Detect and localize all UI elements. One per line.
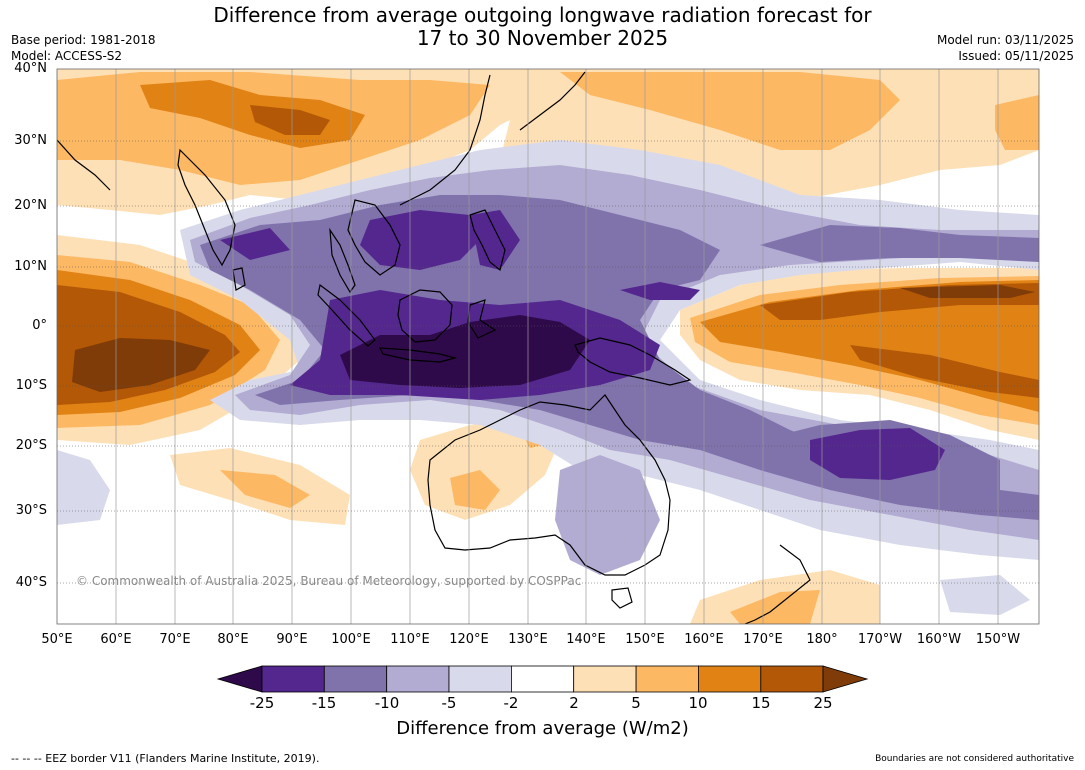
colorbar-tick: 25 xyxy=(813,694,833,712)
sumatra-coastline xyxy=(317,283,376,347)
colorbar-tick: -10 xyxy=(374,694,400,712)
lon-label-150w: 150°W xyxy=(975,632,1021,647)
colorbar-tick: 10 xyxy=(688,694,708,712)
anomaly-map xyxy=(56,68,1040,693)
copyright-notice: © Commonwealth of Australia 2025, Bureau… xyxy=(76,574,582,588)
colorbar-box-3 xyxy=(386,665,450,693)
lat-label-30n: 30°N xyxy=(14,133,47,148)
negative-anomaly-western-pacific-patch xyxy=(620,282,700,300)
colorbar-tick: 15 xyxy=(751,694,771,712)
lat-label-20n: 20°N xyxy=(14,198,47,213)
colorbar-box-2 xyxy=(323,665,388,693)
lon-label-90e: 90°E xyxy=(276,632,308,647)
anomaly-field xyxy=(57,69,1039,624)
colorbar xyxy=(216,665,869,693)
lat-label-0: 0° xyxy=(32,318,47,333)
colorbar-box-4 xyxy=(448,665,512,693)
arabia-coastline xyxy=(57,139,111,191)
colorbar-tick: -2 xyxy=(503,694,519,712)
japan-coastline xyxy=(519,71,586,131)
lon-label-80e: 80°E xyxy=(217,632,249,647)
colorbar-tick: 2 xyxy=(569,694,579,712)
colorbar-label: Difference from average (W/m2) xyxy=(396,718,689,739)
base-period: Base period: 1981-2018 xyxy=(11,33,156,47)
lon-label-120e: 120°E xyxy=(449,632,489,647)
new-zealand-coastline xyxy=(744,544,811,624)
colorbar-tick: -25 xyxy=(249,694,275,712)
lat-label-10n: 10°N xyxy=(14,259,47,274)
lat-label-20s: 20°S xyxy=(15,438,47,453)
tasmania-coastline xyxy=(611,587,633,609)
negative-anomaly-maritime-continent-extreme xyxy=(340,315,590,388)
lon-label-170w: 170°W xyxy=(857,632,903,647)
positive-anomaly-indian-ocean-extreme xyxy=(72,338,210,392)
boundaries-disclaimer: Boundaries are not considered authoritat… xyxy=(875,754,1074,764)
east-asia-coastline xyxy=(399,74,491,206)
positive-anomaly-south-indian-mid xyxy=(220,470,310,508)
malay-peninsula-coastline xyxy=(329,227,356,294)
colorbar-box-1 xyxy=(261,665,325,693)
colorbar-box-9 xyxy=(760,665,824,693)
colorbar-tick: -15 xyxy=(311,694,337,712)
lon-label-140e: 140°E xyxy=(566,632,606,647)
colorbar-extend-low xyxy=(216,665,263,693)
map-frame xyxy=(56,68,1040,625)
positive-anomaly-australia-mid xyxy=(450,470,500,510)
lon-label-160e: 160°E xyxy=(684,632,724,647)
sri-lanka-coastline xyxy=(232,267,246,291)
lon-label-160w: 160°W xyxy=(916,632,962,647)
positive-anomaly-new-zealand-mid xyxy=(730,590,820,624)
title-line-2: 17 to 30 November 2025 xyxy=(416,26,669,50)
borneo-coastline xyxy=(397,289,453,343)
philippines-coastline xyxy=(469,209,506,272)
title-line-1: Difference from average outgoing longwav… xyxy=(213,3,872,27)
lon-label-50e: 50°E xyxy=(41,632,73,647)
lon-label-100e: 100°E xyxy=(331,632,371,647)
lon-label-60e: 60°E xyxy=(100,632,132,647)
sulawesi-coastline xyxy=(467,299,497,339)
india-coastline xyxy=(177,148,236,267)
colorbar-box-8 xyxy=(698,665,762,693)
map-title: Difference from average outgoing longwav… xyxy=(0,4,1085,50)
lon-label-70e: 70°E xyxy=(159,632,191,647)
negative-anomaly-southwest-indian xyxy=(57,450,110,525)
lon-label-110e: 110°E xyxy=(390,632,430,647)
positive-anomaly-se-pacific-band xyxy=(850,345,1039,398)
positive-anomaly-ne-pacific xyxy=(995,95,1039,150)
colorbar-box-6 xyxy=(573,665,637,693)
colorbar-box-5 xyxy=(510,665,575,693)
left-metadata: Base period: 1981-2018 Model: ACCESS-S2 xyxy=(11,32,156,64)
model-run: Model run: 03/11/2025 xyxy=(936,33,1074,47)
lon-label-180: 180° xyxy=(806,632,838,647)
lat-label-30s: 30°S xyxy=(15,503,47,518)
negative-anomaly-south-pacific-strong xyxy=(810,428,945,480)
right-metadata: Model run: 03/11/2025 Issued: 05/11/2025 xyxy=(937,32,1074,64)
issued-date: Issued: 05/11/2025 xyxy=(958,49,1074,63)
lat-label-10s: 10°S xyxy=(15,378,47,393)
lat-label-40n: 40°N xyxy=(14,61,47,76)
new-guinea-coastline xyxy=(574,337,692,386)
lon-label-130e: 130°E xyxy=(508,632,548,647)
negative-anomaly-western-pacific-band xyxy=(760,225,1039,262)
negative-anomaly-southern-ocean-tasman xyxy=(940,575,1030,615)
colorbar-extend-high xyxy=(822,665,869,693)
lon-label-170e: 170°E xyxy=(743,632,783,647)
positive-anomaly-pacific-core xyxy=(900,285,1035,298)
positive-anomaly-australia xyxy=(410,420,560,520)
graticule xyxy=(115,69,999,624)
indochina-coastline xyxy=(347,199,401,276)
lon-label-150e: 150°E xyxy=(625,632,665,647)
colorbar-box-7 xyxy=(635,665,699,693)
java-coastline xyxy=(378,347,458,363)
positive-anomaly-tibet-core xyxy=(250,105,330,135)
eez-border-note: -- -- -- EEZ border V11 (Flanders Marine… xyxy=(11,752,320,765)
colorbar-tick: -5 xyxy=(441,694,457,712)
colorbar-tick: 5 xyxy=(631,694,641,712)
negative-anomaly-east-australia xyxy=(555,455,660,575)
lat-label-40s: 40°S xyxy=(15,575,47,590)
model-name: Model: ACCESS-S2 xyxy=(11,49,123,63)
